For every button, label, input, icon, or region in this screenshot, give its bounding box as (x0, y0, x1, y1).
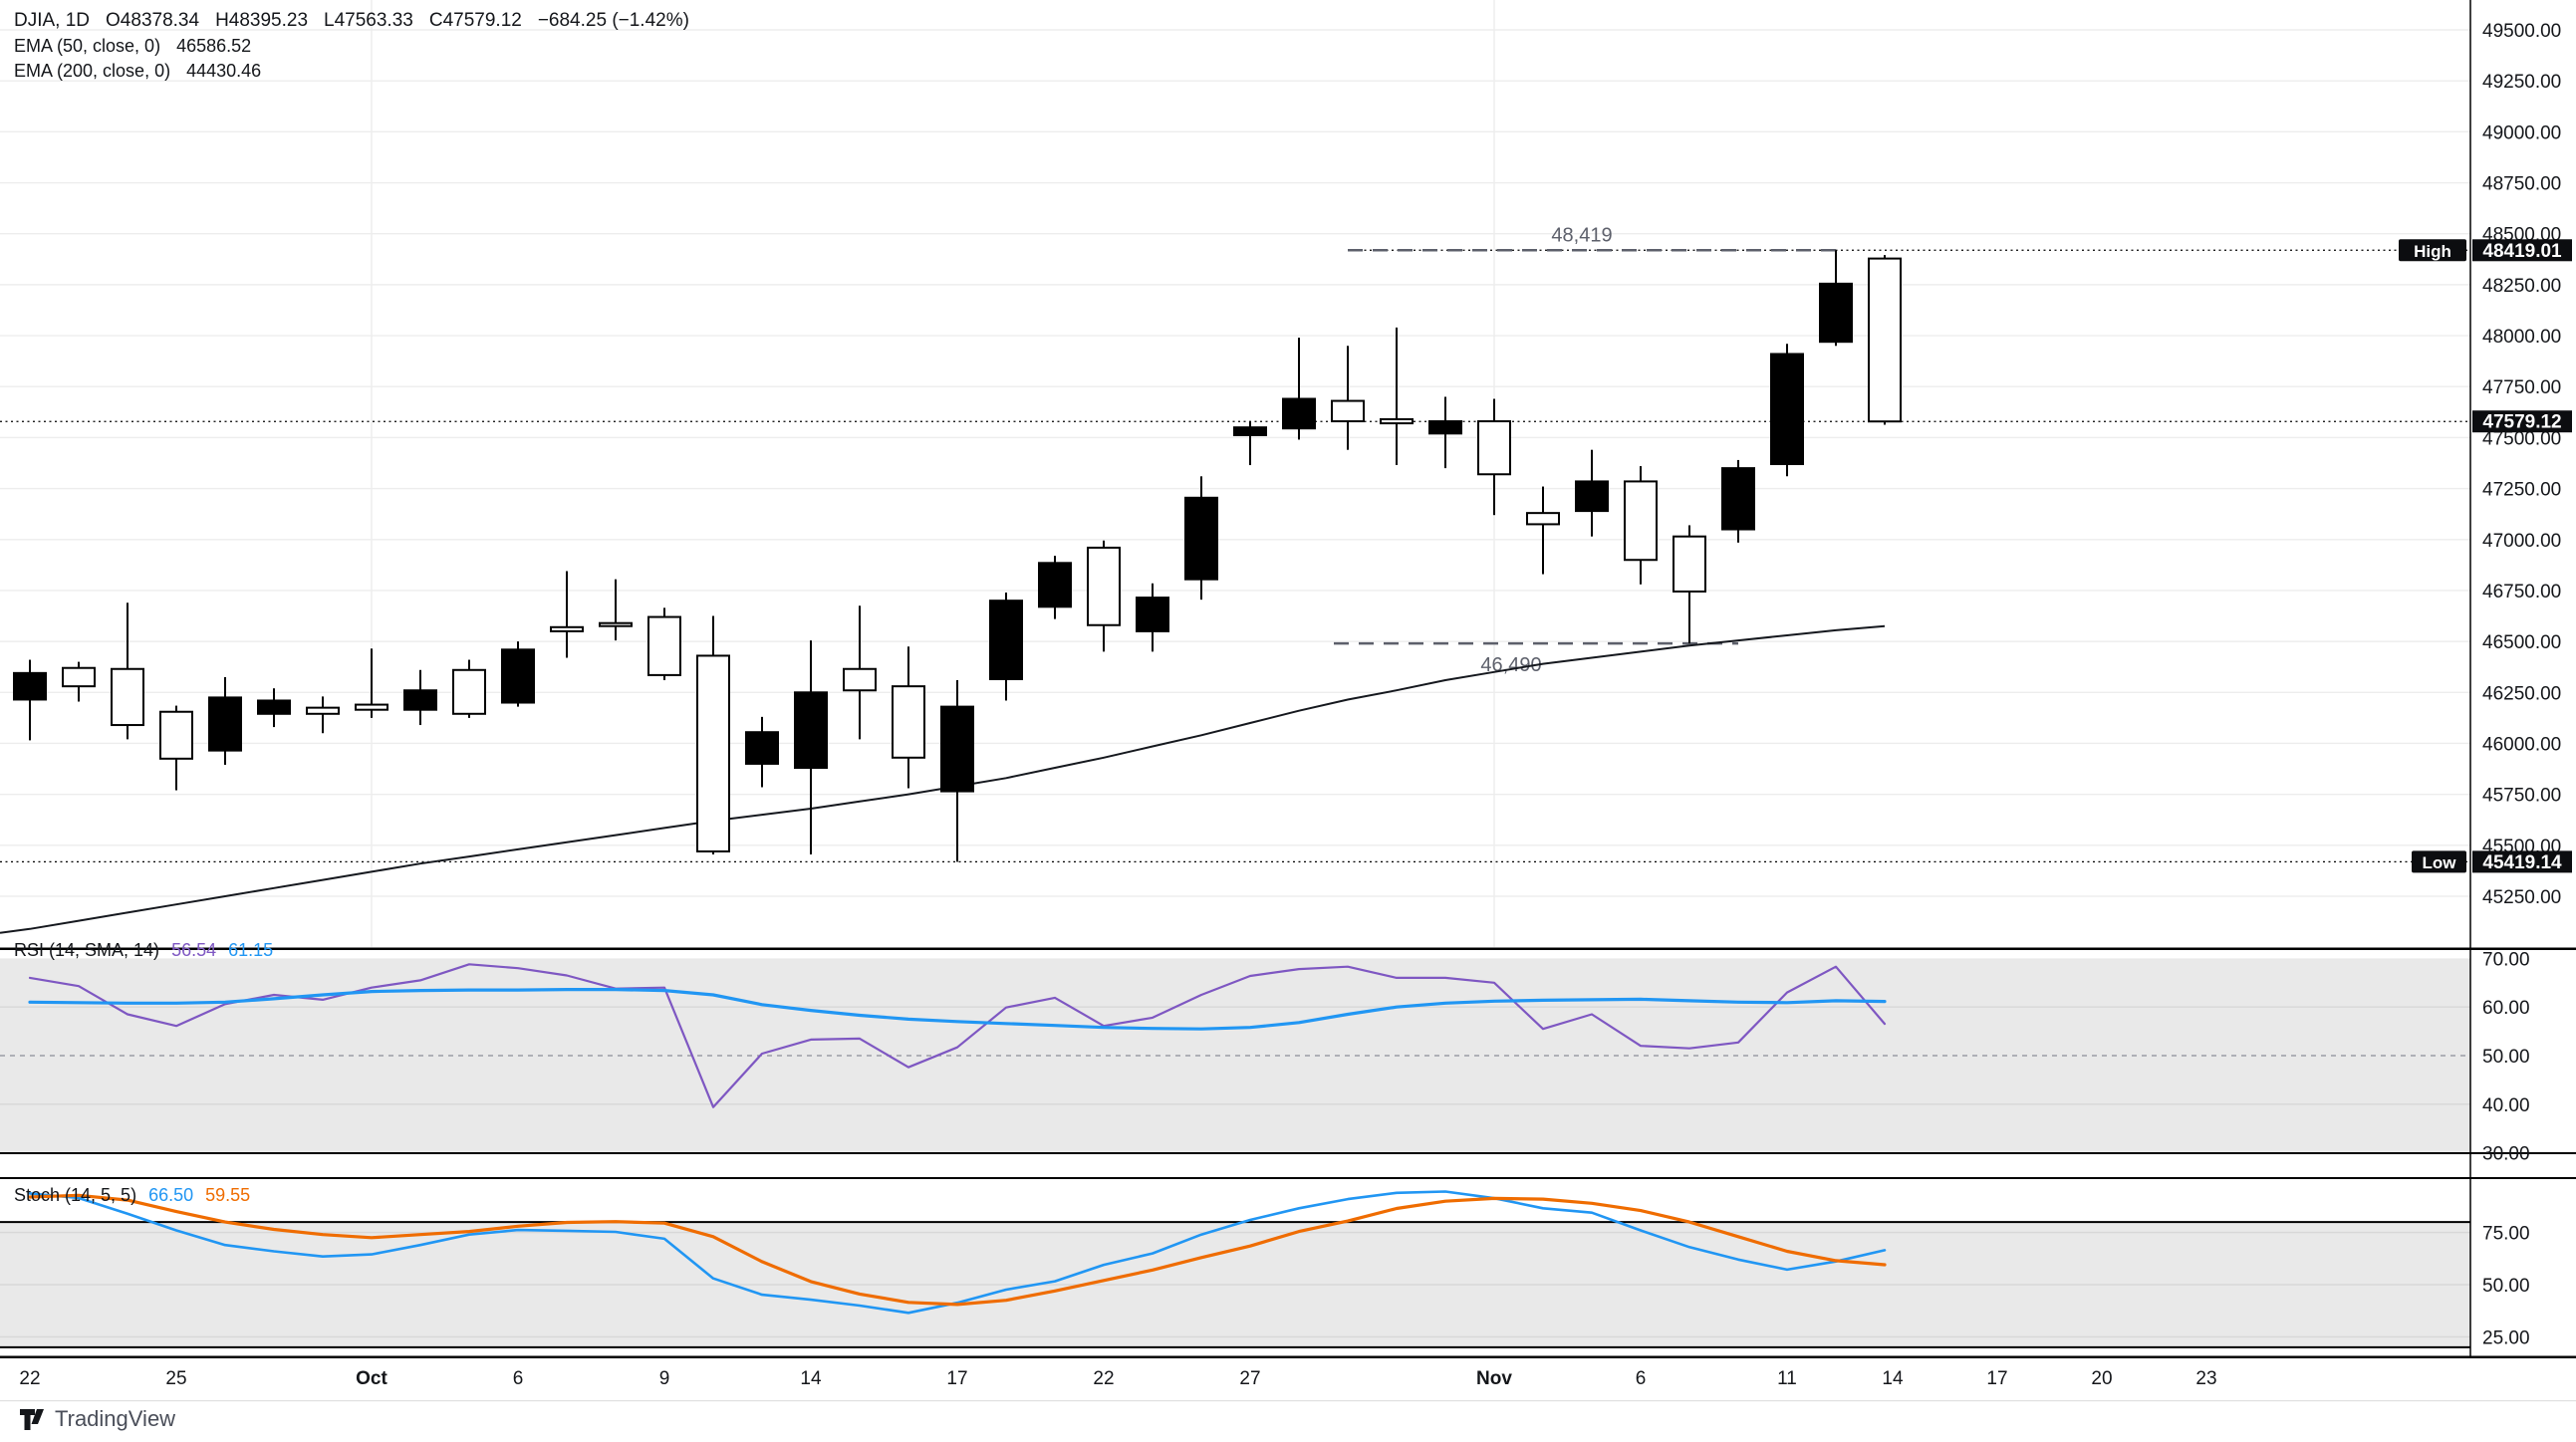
price-lines (0, 249, 2470, 862)
stoch-k-value: 66.50 (148, 1185, 194, 1205)
svg-text:46250.00: 46250.00 (2482, 683, 2561, 704)
last-price-badge: 47579.12 (2472, 410, 2572, 433)
low-price-badge: Low 45419.14 (2412, 850, 2572, 873)
svg-text:47500.00: 47500.00 (2482, 428, 2561, 449)
date-label: 17 (946, 1368, 967, 1389)
svg-text:60.00: 60.00 (2482, 998, 2530, 1019)
svg-text:48750.00: 48750.00 (2482, 174, 2561, 195)
date-label: 25 (165, 1368, 186, 1389)
date-label: 6 (513, 1368, 524, 1389)
high-price-badge: High 48419.01 (2399, 239, 2572, 262)
date-label: 20 (2091, 1368, 2112, 1389)
svg-text:30.00: 30.00 (2482, 1144, 2530, 1165)
svg-text:50.00: 50.00 (2482, 1276, 2530, 1297)
svg-text:46500.00: 46500.00 (2482, 632, 2561, 653)
svg-text:75.00: 75.00 (2482, 1224, 2530, 1245)
ema200-value: 44430.46 (186, 61, 262, 81)
date-axis[interactable]: 22 25 Oct 6 9 14 17 22 27 Nov 6 11 14 17 20 23 (19, 1368, 2216, 1389)
svg-text:High: High (2414, 242, 2451, 261)
tradingview-brand-text: TradingView (55, 1406, 176, 1431)
upper-level-label: 48,419 (1551, 224, 1612, 246)
svg-text:45250.00: 45250.00 (2482, 887, 2561, 908)
svg-text:50.00: 50.00 (2482, 1047, 2530, 1068)
date-label: 22 (1093, 1368, 1114, 1389)
date-label: 23 (2195, 1368, 2216, 1389)
candlestick-series[interactable] (13, 250, 1902, 862)
stoch-legend[interactable]: Stoch (14, 5, 5) 66.50 59.55 (14, 1185, 250, 1206)
rsi-value: 56.54 (171, 940, 217, 960)
ema50-value: 46586.52 (176, 36, 252, 56)
svg-text:40.00: 40.00 (2482, 1095, 2530, 1116)
change-value: −684.25 (−1.42%) (537, 10, 689, 31)
svg-text:47000.00: 47000.00 (2482, 531, 2561, 552)
ohlc-row[interactable]: DJIA, 1D O48378.34 H48395.23 L47563.33 C… (14, 10, 689, 32)
stoch-d-value: 59.55 (205, 1185, 251, 1205)
svg-text:Low: Low (2423, 853, 2457, 872)
svg-text:49250.00: 49250.00 (2482, 72, 2561, 93)
svg-text:45419.14: 45419.14 (2482, 852, 2562, 873)
date-label: Oct (356, 1368, 387, 1389)
date-label: Nov (1476, 1368, 1512, 1389)
ema50-row[interactable]: EMA (50, close, 0) 46586.52 (14, 36, 689, 57)
symbol-legend[interactable]: DJIA, 1D O48378.34 H48395.23 L47563.33 C… (14, 10, 689, 82)
date-label: 11 (1777, 1368, 1797, 1389)
close-value: C47579.12 (428, 10, 522, 31)
svg-text:49000.00: 49000.00 (2482, 122, 2561, 143)
svg-text:48000.00: 48000.00 (2482, 327, 2561, 348)
tradingview-logo-icon (20, 1408, 44, 1430)
date-label: 14 (800, 1368, 822, 1389)
svg-text:47750.00: 47750.00 (2482, 377, 2561, 398)
open-value: O48378.34 (106, 10, 200, 31)
low-value: L47563.33 (324, 10, 413, 31)
rsi-sma-line (28, 987, 1887, 1031)
date-label: 6 (1636, 1368, 1647, 1389)
svg-text:45750.00: 45750.00 (2482, 786, 2561, 807)
date-label: 22 (19, 1368, 40, 1389)
date-label: 14 (1882, 1368, 1904, 1389)
svg-text:48419.01: 48419.01 (2482, 241, 2562, 262)
svg-text:49500.00: 49500.00 (2482, 21, 2561, 42)
rsi-line (28, 963, 1887, 1108)
rsi-legend[interactable]: RSI (14, SMA, 14) 56.54 61.15 (14, 940, 273, 961)
svg-text:70.00: 70.00 (2482, 949, 2530, 970)
svg-text:48250.00: 48250.00 (2482, 276, 2561, 297)
svg-text:47579.12: 47579.12 (2482, 412, 2561, 433)
svg-text:46750.00: 46750.00 (2482, 582, 2561, 602)
pane-separators (0, 947, 2576, 1402)
ema200-label[interactable]: EMA (200, close, 0) (14, 61, 171, 81)
stoch-pane (0, 1221, 2470, 1348)
stoch-label[interactable]: Stoch (14, 5, 5) (14, 1185, 137, 1205)
symbol-title[interactable]: DJIA, 1D (14, 10, 91, 31)
ema50-label[interactable]: EMA (50, close, 0) (14, 36, 161, 56)
rsi-sma-value: 61.15 (228, 940, 274, 960)
stoch-d-line (28, 1193, 1887, 1307)
tradingview-branding[interactable]: TradingView (20, 1406, 175, 1432)
stoch-k-line (28, 1190, 1887, 1315)
main-grid (0, 0, 2470, 947)
ema200-row[interactable]: EMA (200, close, 0) 44430.46 (14, 61, 689, 82)
svg-text:47250.00: 47250.00 (2482, 480, 2561, 501)
rsi-label[interactable]: RSI (14, SMA, 14) (14, 940, 160, 960)
date-label: 27 (1239, 1368, 1260, 1389)
svg-text:46000.00: 46000.00 (2482, 734, 2561, 755)
ema50-line (0, 624, 1886, 934)
svg-text:25.00: 25.00 (2482, 1327, 2530, 1348)
high-value: H48395.23 (215, 10, 309, 31)
price-axis[interactable]: 49500.0049250.0049000.0048750.0048500.00… (2469, 0, 2561, 1356)
date-label: 17 (1986, 1368, 2007, 1389)
date-label: 9 (659, 1368, 670, 1389)
